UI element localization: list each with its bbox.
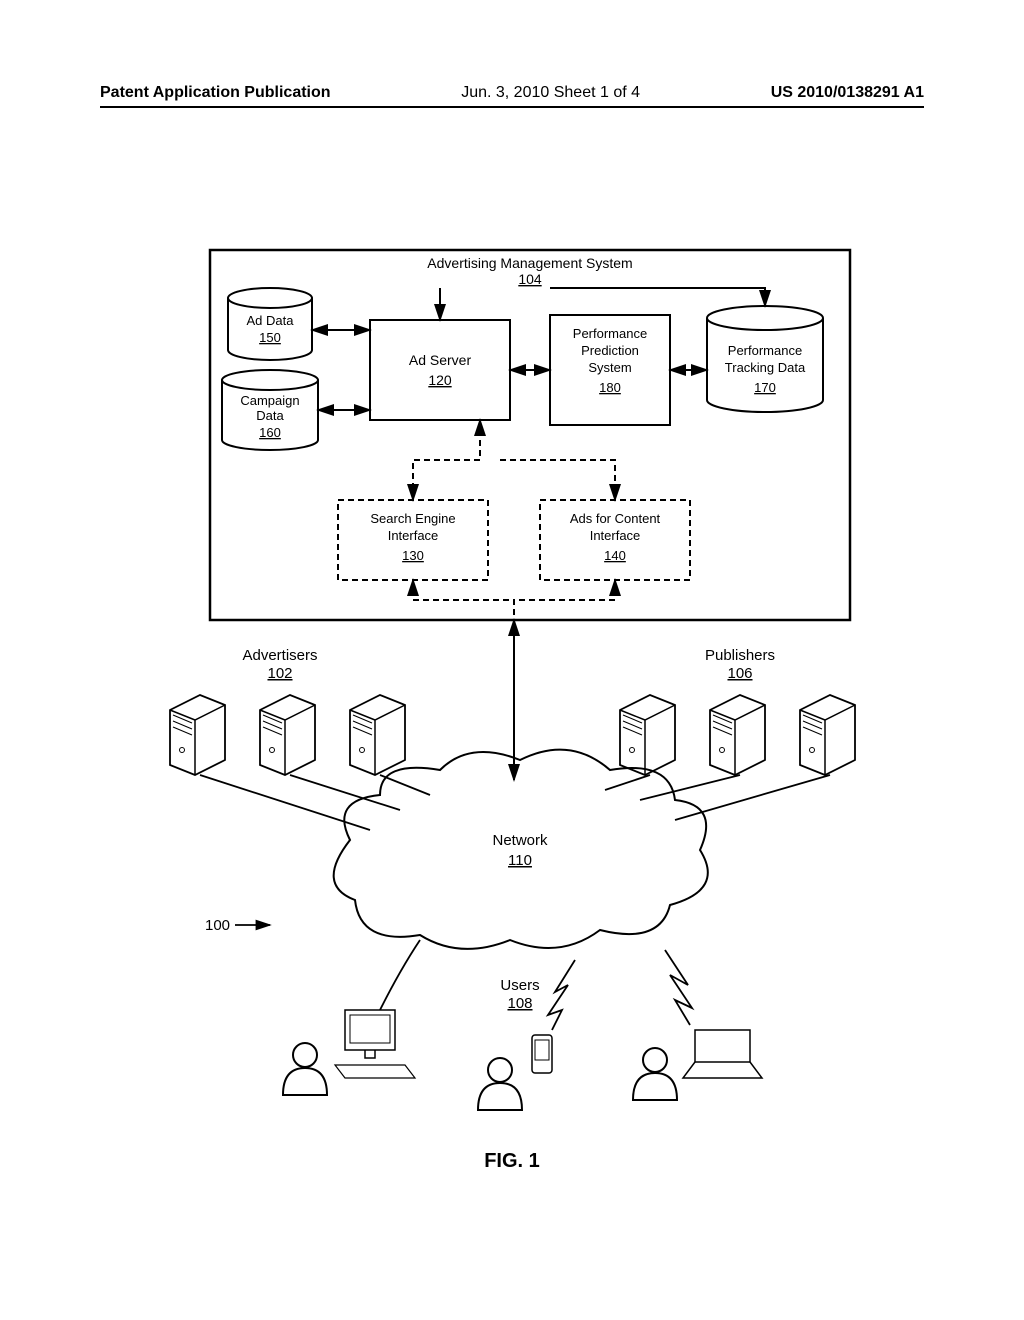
page-header: Patent Application Publication Jun. 3, 2… (100, 84, 924, 108)
svg-text:140: 140 (604, 548, 626, 563)
svg-text:Tracking Data: Tracking Data (725, 360, 806, 375)
svg-text:180: 180 (599, 380, 621, 395)
user-laptop (633, 950, 762, 1100)
user-desktop (283, 940, 420, 1095)
figure-1-diagram: Advertising Management System 104 Ad Dat… (100, 240, 924, 1140)
advertisers-label: Advertisers (242, 647, 317, 664)
svg-text:System: System (588, 360, 631, 375)
advertisers-num: 102 (267, 665, 292, 682)
network-label: Network (492, 832, 548, 849)
svg-text:Prediction: Prediction (581, 343, 639, 358)
svg-text:Data: Data (256, 408, 284, 423)
svg-text:150: 150 (259, 330, 281, 345)
svg-text:Interface: Interface (388, 528, 439, 543)
advertiser-servers (170, 695, 405, 775)
svg-text:170: 170 (754, 380, 776, 395)
svg-text:Performance: Performance (573, 326, 647, 341)
svg-text:Ad Data: Ad Data (247, 313, 295, 328)
ad-server-box (370, 320, 510, 420)
diagram-svg: Advertising Management System 104 Ad Dat… (100, 240, 924, 1140)
ams-to-perftrack (550, 288, 765, 306)
svg-text:160: 160 (259, 425, 281, 440)
publisher-servers (620, 695, 855, 775)
figure-caption: FIG. 1 (0, 1150, 1024, 1173)
header-right: US 2010/0138291 A1 (771, 84, 924, 102)
adserver-adsif-link (500, 460, 615, 500)
users-num: 108 (507, 995, 532, 1012)
svg-text:120: 120 (428, 372, 452, 388)
users-label: Users (500, 977, 539, 994)
svg-text:130: 130 (402, 548, 424, 563)
svg-text:Search Engine: Search Engine (370, 511, 455, 526)
ad-data-cylinder: Ad Data 150 (228, 288, 312, 360)
header-left: Patent Application Publication (100, 84, 331, 102)
ams-label: Advertising Management System (427, 255, 632, 271)
svg-text:Performance: Performance (728, 343, 802, 358)
svg-text:Ads for Content: Ads for Content (570, 511, 661, 526)
publishers-num: 106 (727, 665, 752, 682)
ams-num: 104 (518, 271, 542, 287)
fig-ref-100: 100 (205, 917, 230, 934)
svg-text:Ad Server: Ad Server (409, 352, 472, 368)
adsif-out-link (514, 580, 615, 620)
perf-track-cylinder: Performance Tracking Data 170 (707, 306, 823, 412)
svg-text:Interface: Interface (590, 528, 641, 543)
network-num: 110 (508, 852, 532, 869)
header-center: Jun. 3, 2010 Sheet 1 of 4 (461, 84, 640, 102)
svg-text:Campaign: Campaign (240, 393, 299, 408)
adserver-searchif-link (413, 420, 480, 500)
searchif-out-link (413, 580, 512, 600)
campaign-data-cylinder: Campaign Data 160 (222, 370, 318, 450)
publishers-label: Publishers (705, 647, 775, 664)
